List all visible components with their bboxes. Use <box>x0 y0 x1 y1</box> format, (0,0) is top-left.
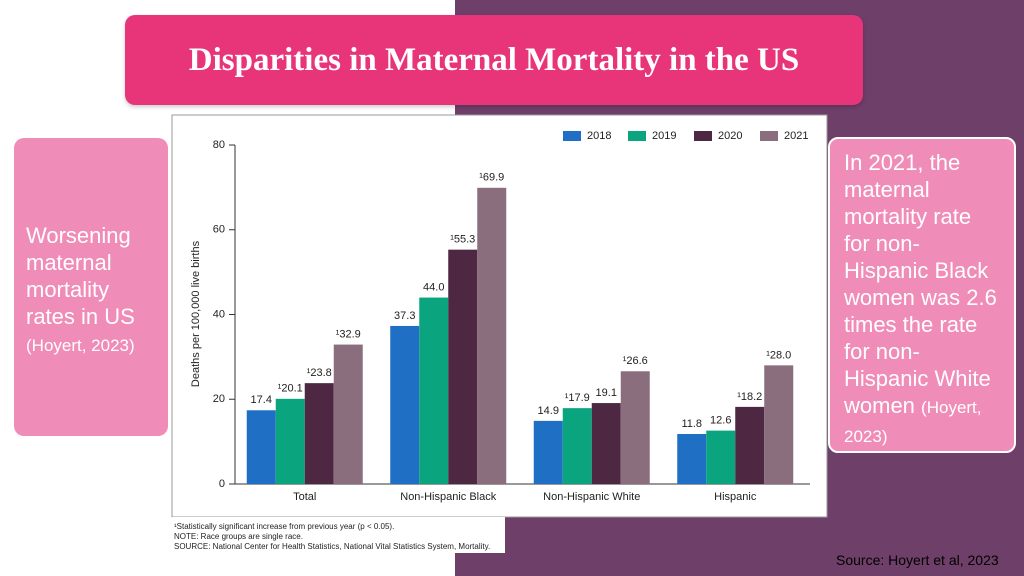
bar <box>275 398 305 484</box>
y-axis-label: Deaths per 100,000 live births <box>190 240 202 387</box>
source: Source: Hoyert et al, 2023 <box>836 552 999 568</box>
value-label: ¹17.9 <box>565 392 590 404</box>
bar <box>533 420 563 484</box>
right-box: In 2021, the maternal mortality rate for… <box>828 137 1016 453</box>
legend-label: 2019 <box>652 130 676 142</box>
bar <box>764 365 794 484</box>
bar <box>706 430 736 484</box>
slide-title: Disparities in Maternal Mortality in the… <box>125 15 863 105</box>
left-box: Worsening maternal mortality rates in US… <box>14 138 168 436</box>
bar <box>677 433 707 484</box>
bar <box>735 406 765 484</box>
bar <box>591 403 621 484</box>
legend-label: 2020 <box>718 130 742 142</box>
value-label: ¹26.6 <box>623 355 648 367</box>
value-label: ¹32.9 <box>336 328 361 340</box>
value-label: ¹28.0 <box>766 349 791 361</box>
bar <box>246 410 276 484</box>
bar <box>419 297 449 484</box>
value-label: ¹18.2 <box>737 391 762 403</box>
value-label: 37.3 <box>394 310 415 322</box>
footnote-area <box>172 517 505 553</box>
value-label: ¹20.1 <box>278 383 303 395</box>
x-tick-label: Hispanic <box>714 491 757 503</box>
value-label: 44.0 <box>423 281 444 293</box>
value-label: ¹55.3 <box>450 234 475 246</box>
x-tick-label: Non-Hispanic Black <box>400 491 496 503</box>
legend-swatch <box>563 131 581 141</box>
bar <box>562 408 592 484</box>
right-citation: (Hoyert, 2023) <box>844 398 982 446</box>
x-tick-label: Total <box>293 491 316 503</box>
legend-label: 2021 <box>784 130 808 142</box>
footnote: NOTE: Race groups are single race. <box>174 532 303 541</box>
footnote: ¹Statistically significant increase from… <box>174 522 394 531</box>
bar <box>477 187 507 484</box>
x-tick-label: Non-Hispanic White <box>543 491 640 503</box>
value-label: 17.4 <box>251 394 272 406</box>
y-tick-label: 20 <box>213 393 225 405</box>
legend-swatch <box>694 131 712 141</box>
y-tick-label: 40 <box>213 308 225 320</box>
bar <box>304 383 334 484</box>
bar <box>333 344 363 484</box>
value-label: 19.1 <box>596 387 617 399</box>
right-text: In 2021, the maternal mortality rate for… <box>844 150 997 418</box>
left-citation: (Hoyert, 2023) <box>26 336 135 355</box>
value-label: 12.6 <box>710 415 731 427</box>
legend-swatch <box>760 131 778 141</box>
bar <box>390 325 420 484</box>
left-text: Worsening maternal mortality rates in US <box>26 223 135 329</box>
bar <box>620 371 650 484</box>
legend-swatch <box>628 131 646 141</box>
value-label: ¹69.9 <box>479 172 504 184</box>
legend-label: 2018 <box>587 130 611 142</box>
value-label: ¹23.8 <box>307 367 332 379</box>
value-label: 14.9 <box>538 405 559 417</box>
value-label: 11.8 <box>681 418 702 430</box>
y-tick-label: 0 <box>219 478 225 490</box>
footnote: SOURCE: National Center for Health Stati… <box>174 542 490 551</box>
bar <box>448 249 478 484</box>
y-tick-label: 80 <box>213 139 225 151</box>
y-tick-label: 60 <box>213 224 225 236</box>
